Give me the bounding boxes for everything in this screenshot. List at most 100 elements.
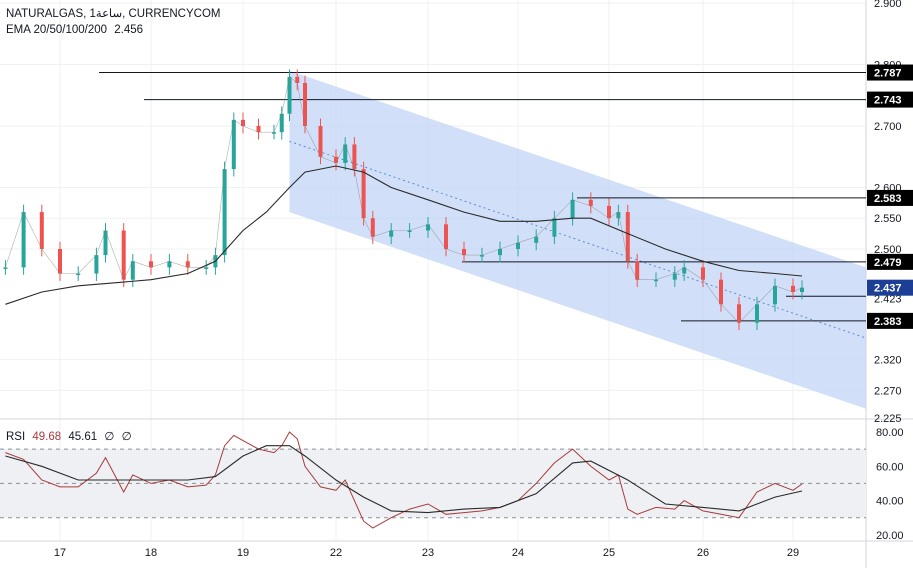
candle-body — [21, 212, 26, 268]
price-axis-label: 2.550 — [874, 213, 902, 225]
candle-body — [287, 76, 292, 114]
rsi-extra-2: ∅ — [121, 431, 132, 443]
candle-body — [498, 248, 502, 256]
level-tag-2.743[interactable] — [867, 91, 913, 108]
time-axis-label: 23 — [422, 547, 434, 559]
candle-body — [444, 224, 448, 249]
candle-body — [534, 236, 539, 243]
price-axis-label-hidden: 2.423 — [874, 293, 902, 305]
level-tag-text: 2.743 — [874, 95, 902, 107]
candle-body — [588, 199, 593, 206]
rsi-signal-value: 45.61 — [68, 431, 98, 443]
candle-body — [552, 218, 557, 237]
candle-body — [755, 304, 759, 323]
rsi-legend: RSI 49.68 45.61 ∅ ∅ — [6, 429, 136, 443]
candle-body — [334, 156, 338, 163]
price-axis-label: 2.500 — [874, 244, 902, 256]
candle-body — [480, 255, 484, 257]
candle-body — [719, 279, 723, 305]
price-axis-label: 2.320 — [874, 355, 902, 367]
candle-body — [58, 248, 62, 274]
level-tag-text: 2.787 — [874, 68, 902, 80]
price-axis-label: 2.270 — [874, 385, 902, 397]
time-axis[interactable]: 17 18 19 22 23 24 25 26 29 — [54, 547, 799, 559]
level-tag-text: 2.479 — [874, 257, 902, 269]
rsi-axis-label: 80.00 — [876, 427, 904, 439]
time-axis-label: 18 — [145, 547, 157, 559]
level-tag-2.787[interactable] — [867, 64, 913, 81]
candle-body — [256, 126, 261, 133]
candle-body — [318, 126, 323, 157]
candle-body — [222, 169, 227, 256]
candle-body — [303, 82, 307, 127]
rsi-axis[interactable]: 80.00 60.00 40.00 20.00 — [876, 427, 904, 542]
price-path — [5, 76, 803, 324]
level-tag-2.479[interactable] — [867, 253, 913, 270]
ema-label: EMA 20/50/100/200 — [6, 24, 108, 36]
price-axis-label: 2.225 — [874, 413, 902, 425]
candle-body — [635, 261, 640, 280]
candle-body — [241, 119, 245, 127]
channel-midline — [289, 140, 867, 339]
candle-body — [672, 273, 677, 280]
level-tag-2.583[interactable] — [867, 189, 913, 206]
current-price-tag[interactable] — [867, 279, 913, 296]
candle-body — [370, 218, 375, 237]
symbol-legend: NATURALGAS, 1ساعة, CURRENCYCOM — [6, 6, 224, 20]
candle-body — [352, 144, 357, 170]
rsi-ma-line — [5, 445, 803, 514]
candle-body — [130, 261, 135, 280]
current-price-text: 2.437 — [874, 283, 902, 295]
candle-body — [361, 169, 366, 219]
rsi-axis-label: 40.00 — [876, 496, 904, 508]
candle-body — [701, 267, 705, 280]
candle-body — [791, 285, 795, 292]
time-axis-label: 25 — [603, 547, 615, 559]
candle-body — [103, 230, 108, 256]
level-tag-2.383[interactable] — [867, 312, 913, 329]
candle-body — [616, 212, 621, 219]
candle-body — [343, 144, 348, 163]
candle-body — [121, 230, 126, 280]
ema-line — [5, 165, 803, 305]
price-axis-label: 2.900 — [874, 0, 902, 10]
candle-body — [737, 304, 741, 323]
channel-fill — [289, 70, 866, 409]
price-axis-label: 2.700 — [874, 121, 902, 133]
candle-body — [76, 273, 81, 276]
rsi-axis-label: 60.00 — [876, 461, 904, 473]
candle-body — [204, 267, 209, 269]
candle-body — [389, 230, 394, 237]
price-axis[interactable]: 2.9002.8002.7002.6002.5502.5002.3202.270… — [867, 0, 913, 425]
time-axis-label: 17 — [54, 547, 66, 559]
candle-body — [272, 132, 276, 134]
candle-body — [407, 230, 412, 233]
candle-body — [94, 255, 99, 274]
candle-body — [3, 267, 8, 269]
time-axis-label: 29 — [787, 547, 799, 559]
symbol-title: NATURALGAS, 1ساعة, CURRENCYCOM — [6, 8, 221, 20]
rsi-line — [5, 431, 803, 529]
rsi-axis-label: 20.00 — [876, 530, 904, 542]
rsi-label: RSI — [6, 431, 26, 443]
candle-body — [295, 76, 300, 83]
horizontal-levels[interactable] — [99, 72, 866, 322]
candle-body — [39, 212, 44, 249]
time-axis-label: 24 — [512, 547, 524, 559]
ema-series — [5, 165, 803, 305]
candle-body — [426, 224, 430, 231]
level-tag-text: 2.583 — [874, 193, 902, 205]
candle-body — [625, 212, 630, 262]
candle-body — [607, 205, 611, 219]
candle-body — [279, 113, 284, 133]
time-axis-label: 22 — [330, 547, 342, 559]
candle-body — [800, 287, 804, 292]
candle-body — [167, 261, 172, 268]
time-axis-label: 19 — [237, 547, 249, 559]
candle-body — [773, 285, 777, 305]
rsi-value: 49.68 — [32, 431, 62, 443]
candle-body — [149, 261, 153, 268]
ema-legend: EMA 20/50/100/200 2.456 — [6, 24, 147, 36]
regression-channel — [289, 70, 867, 409]
